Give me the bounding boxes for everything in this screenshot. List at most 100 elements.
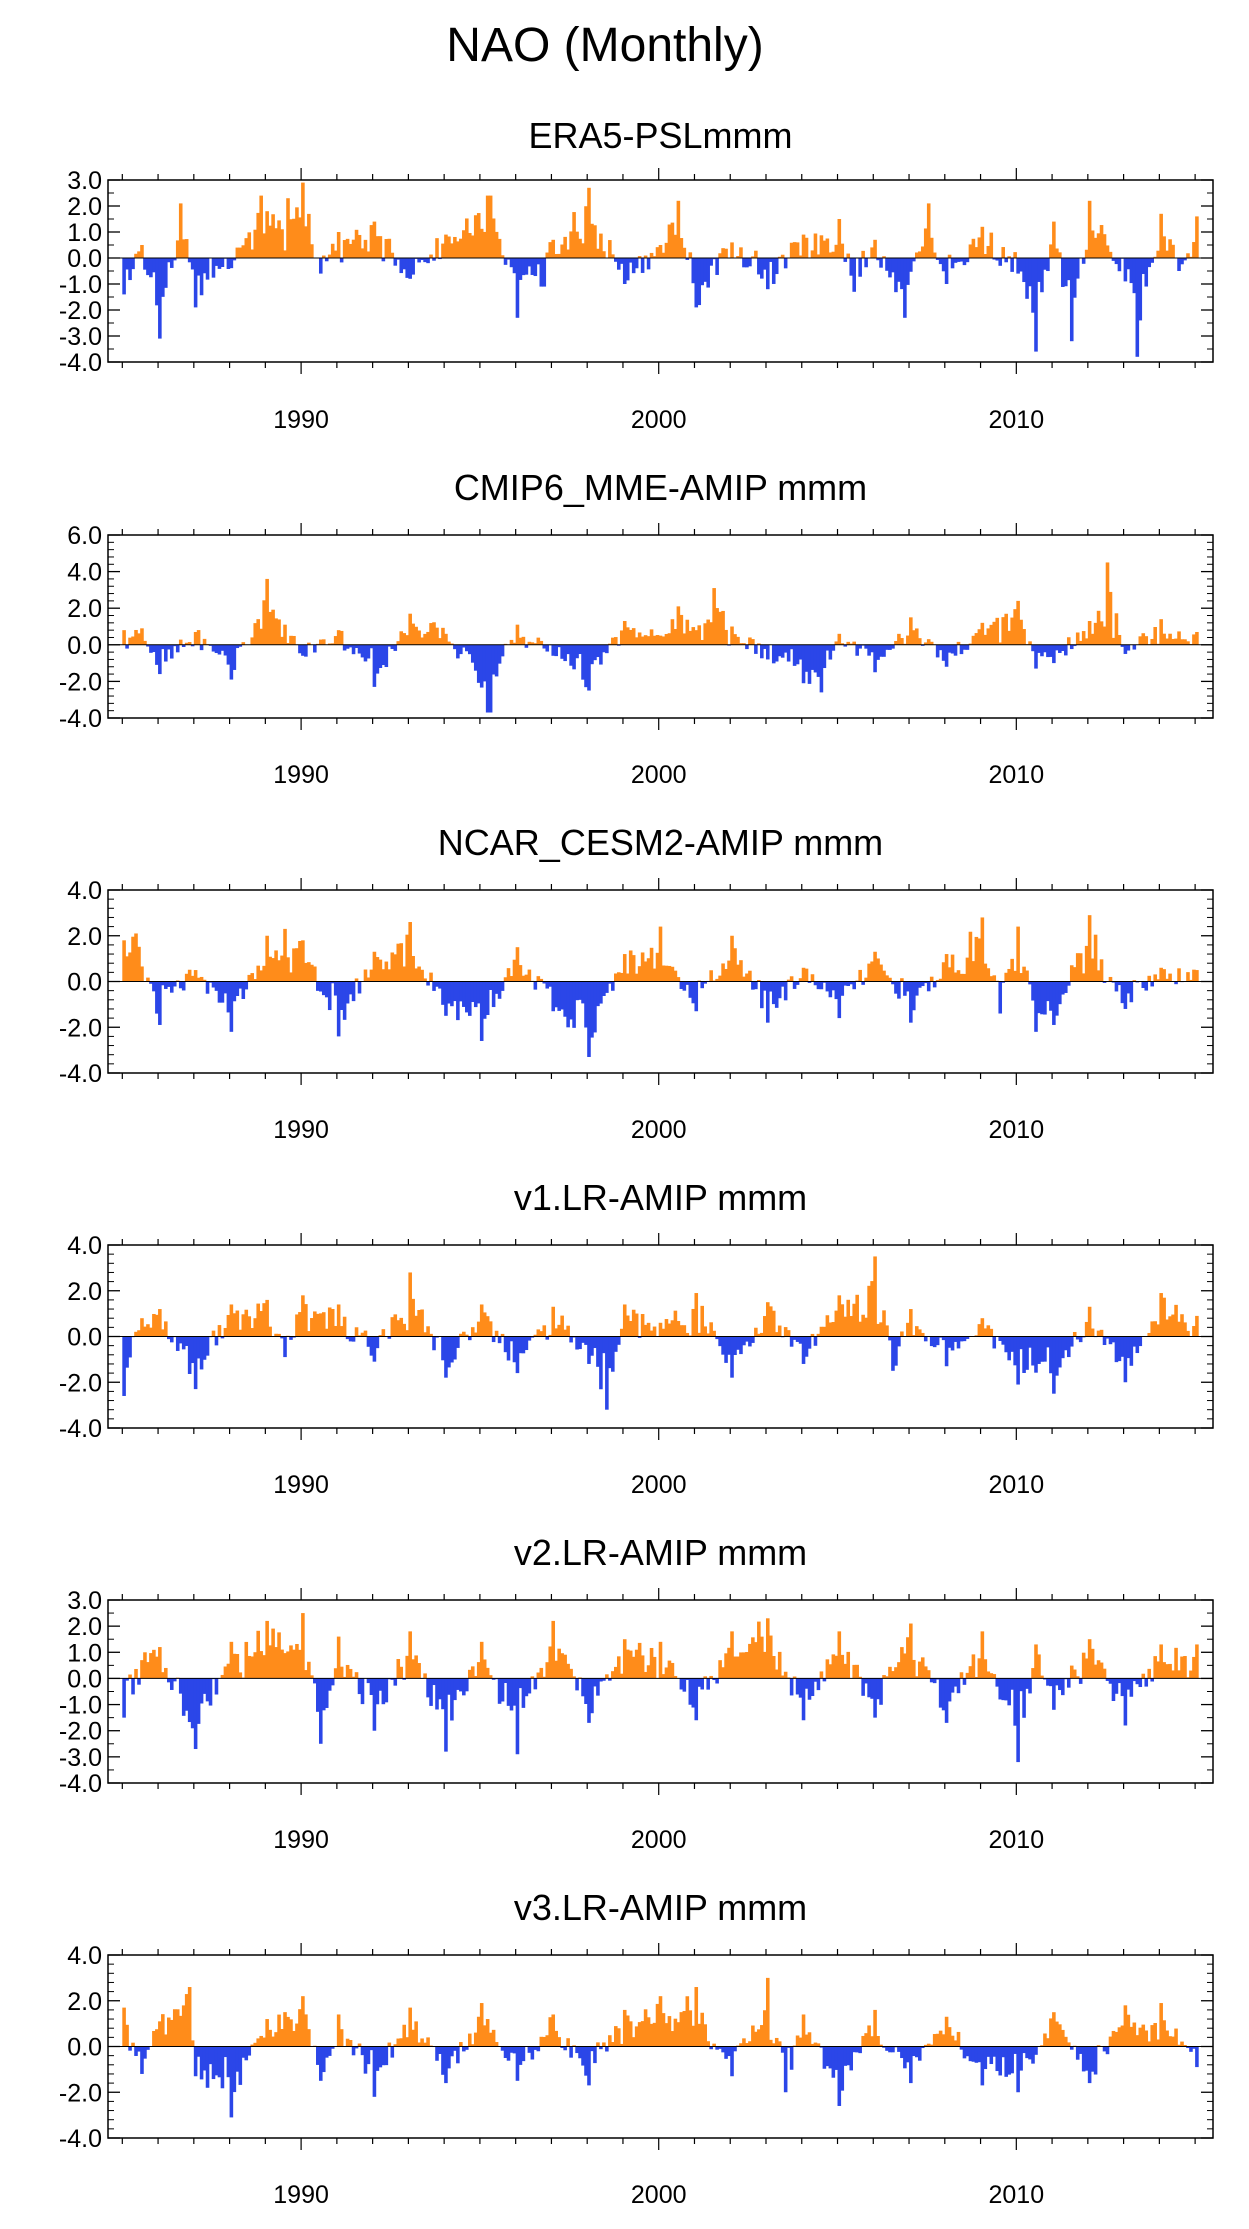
positive-bar	[342, 1316, 347, 1337]
positive-bar	[411, 956, 415, 982]
negative-bar	[688, 1678, 693, 1705]
negative-bar	[912, 981, 916, 1011]
positive-bar	[733, 634, 737, 645]
positive-bar	[244, 238, 249, 258]
negative-bar	[354, 2046, 359, 2049]
positive-bar	[465, 218, 469, 258]
positive-bar	[619, 972, 624, 982]
y-tick-label: 0.0	[67, 245, 102, 273]
negative-bar	[974, 2046, 979, 2063]
negative-bar	[444, 1336, 448, 1378]
positive-bar	[608, 2035, 612, 2047]
positive-bar	[786, 979, 791, 982]
positive-bar	[280, 2029, 284, 2047]
negative-bar	[369, 644, 374, 649]
positive-bar	[685, 1996, 690, 2047]
positive-bar	[915, 1676, 919, 1679]
positive-bar	[968, 643, 973, 645]
positive-bar	[1153, 1656, 1157, 1679]
positive-bar	[634, 1649, 639, 1679]
positive-bar	[891, 1671, 895, 1679]
positive-bar	[247, 1655, 252, 1679]
positive-bar	[912, 1659, 916, 1679]
negative-bar	[1022, 2046, 1026, 2054]
positive-bar	[536, 976, 541, 982]
negative-bar	[1016, 258, 1020, 274]
negative-bar	[727, 1336, 731, 1355]
positive-bar	[304, 962, 308, 982]
negative-bar	[745, 258, 749, 268]
negative-bar	[393, 1678, 398, 1686]
positive-bar	[619, 1673, 624, 1679]
negative-bar	[450, 1678, 454, 1721]
negative-bar	[441, 981, 445, 1005]
positive-bar	[387, 238, 392, 258]
negative-bar	[202, 258, 207, 274]
negative-bar	[360, 1678, 365, 1705]
positive-bar	[414, 1655, 418, 1679]
positive-bar	[1087, 915, 1092, 982]
positive-bar	[336, 630, 341, 645]
negative-bar	[527, 2046, 532, 2053]
negative-bar	[453, 1336, 457, 1360]
positive-bar	[858, 969, 862, 982]
positive-bar	[423, 978, 427, 982]
negative-bar	[622, 258, 627, 284]
positive-bar	[259, 195, 263, 258]
negative-bar	[122, 1678, 126, 1718]
positive-bar	[739, 247, 743, 258]
positive-bar	[619, 1328, 624, 1337]
negative-bar	[530, 2046, 535, 2060]
negative-bar	[348, 644, 353, 648]
panel-title: CMIP6_MME-AMIP mmm	[454, 467, 867, 508]
x-tick-label: 2000	[631, 1471, 687, 1499]
positive-bar	[333, 636, 338, 645]
positive-bar	[423, 1332, 427, 1337]
positive-bar	[760, 1636, 764, 1679]
negative-bar	[476, 644, 481, 683]
positive-bar	[378, 1335, 383, 1337]
positive-bar	[175, 2009, 180, 2047]
positive-bar	[694, 630, 699, 645]
positive-bar	[640, 2021, 645, 2047]
negative-bar	[554, 981, 558, 1008]
negative-bar	[1061, 1336, 1065, 1359]
positive-bar	[780, 254, 785, 258]
negative-bar	[590, 644, 594, 665]
positive-bar	[1093, 237, 1098, 258]
positive-bar	[164, 1667, 168, 1679]
negative-bar	[1022, 258, 1026, 283]
positive-bar	[748, 970, 752, 982]
positive-bar	[983, 1659, 988, 1679]
positive-bar	[250, 249, 255, 258]
positive-bar	[175, 240, 180, 258]
positive-bar	[1108, 976, 1113, 982]
positive-bar	[187, 969, 192, 982]
negative-bar	[161, 258, 165, 297]
negative-bar	[381, 1678, 386, 1705]
negative-bar	[1046, 1678, 1050, 1686]
positive-bar	[1132, 2022, 1137, 2047]
negative-bar	[1064, 644, 1068, 656]
negative-bar	[506, 2046, 511, 2061]
positive-bar	[986, 1325, 991, 1337]
positive-bar	[980, 622, 985, 645]
negative-bar	[679, 981, 684, 989]
positive-bar	[1093, 1664, 1098, 1679]
negative-bar	[1114, 258, 1119, 265]
negative-bar	[938, 1336, 943, 1338]
negative-bar	[435, 1336, 439, 1338]
positive-bar	[491, 2029, 496, 2047]
positive-bar	[417, 966, 421, 982]
positive-bar	[181, 239, 186, 258]
negative-bar	[917, 2046, 922, 2061]
negative-bar	[1037, 644, 1041, 653]
negative-bar	[950, 1336, 955, 1351]
positive-bar	[1004, 613, 1008, 645]
negative-bar	[199, 258, 204, 296]
negative-bar	[1016, 2046, 1020, 2093]
negative-bar	[703, 981, 707, 984]
negative-bar	[152, 258, 156, 273]
negative-bar	[509, 1678, 514, 1711]
positive-bar	[733, 948, 737, 982]
